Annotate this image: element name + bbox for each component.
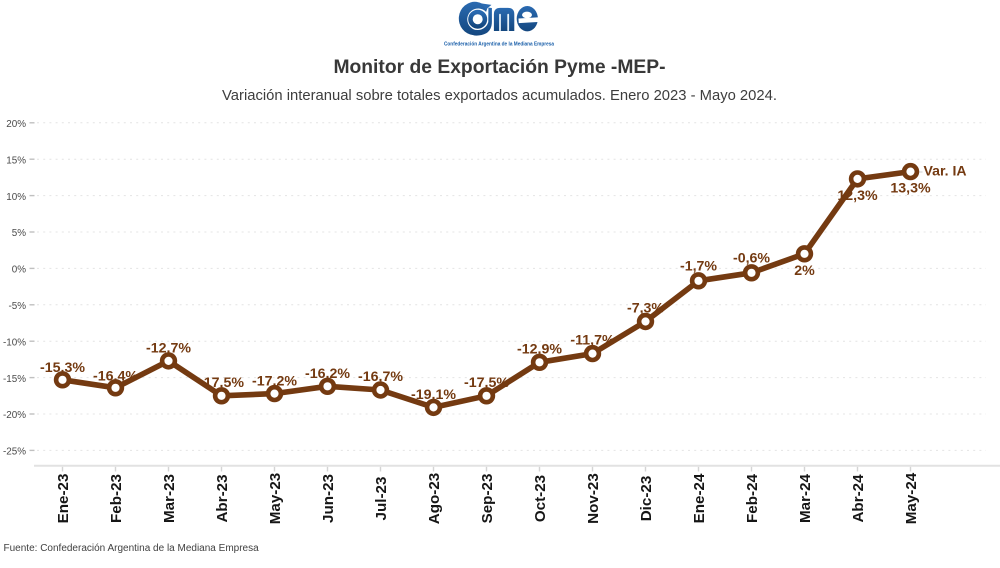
svg-text:Dic-23: Dic-23 (638, 476, 655, 522)
svg-text:Jun-23: Jun-23 (320, 474, 337, 523)
svg-text:Var. IA: Var. IA (924, 163, 967, 179)
svg-text:Ago-23: Ago-23 (426, 473, 443, 524)
svg-text:Ene-24: Ene-24 (691, 473, 708, 523)
svg-text:-16,7%: -16,7% (358, 369, 403, 385)
svg-text:-17,5%: -17,5% (464, 375, 509, 391)
svg-text:Monitor de Exportación Pyme -M: Monitor de Exportación Pyme -MEP- (333, 57, 665, 78)
svg-text:-5%: -5% (8, 301, 26, 312)
svg-text:-12,9%: -12,9% (517, 342, 562, 358)
svg-text:5%: 5% (12, 228, 26, 239)
svg-text:13,3%: 13,3% (890, 181, 931, 197)
svg-text:-7,3%: -7,3% (627, 301, 664, 317)
svg-text:Feb-23: Feb-23 (108, 474, 125, 523)
svg-text:May-23: May-23 (267, 473, 284, 525)
svg-text:Sep-23: Sep-23 (479, 474, 496, 524)
svg-text:Ene-23: Ene-23 (55, 474, 72, 524)
svg-text:0%: 0% (12, 265, 26, 276)
svg-text:10%: 10% (6, 192, 26, 203)
svg-text:-16,2%: -16,2% (305, 366, 350, 382)
svg-text:2%: 2% (794, 263, 815, 279)
svg-text:-20%: -20% (3, 410, 26, 421)
svg-text:-10%: -10% (3, 337, 26, 348)
svg-text:-17,2%: -17,2% (252, 374, 297, 390)
svg-text:Abr-24: Abr-24 (850, 474, 867, 523)
svg-text:-16,4%: -16,4% (93, 369, 138, 385)
svg-text:-0,6%: -0,6% (733, 251, 770, 267)
svg-text:15%: 15% (6, 155, 26, 166)
svg-text:-12,7%: -12,7% (146, 341, 191, 357)
svg-text:12,3%: 12,3% (837, 188, 878, 204)
svg-text:-15,3%: -15,3% (40, 360, 85, 376)
svg-text:May-24: May-24 (903, 472, 920, 524)
svg-text:-15%: -15% (3, 374, 26, 385)
svg-text:-19,1%: -19,1% (411, 387, 456, 403)
svg-text:Confederación Argentina de la: Confederación Argentina de la Mediana Em… (444, 42, 554, 48)
svg-text:Variación interanual sobre tot: Variación interanual sobre totales expor… (222, 88, 777, 104)
svg-text:Feb-24: Feb-24 (744, 473, 761, 523)
svg-text:20%: 20% (6, 119, 26, 130)
svg-text:-1,7%: -1,7% (680, 259, 717, 275)
svg-text:Jul-23: Jul-23 (373, 477, 390, 521)
svg-text:Mar-24: Mar-24 (797, 473, 814, 523)
svg-text:Fuente: Confederación Argentin: Fuente: Confederación Argentina de la Me… (4, 543, 260, 554)
svg-text:-17,5%: -17,5% (199, 375, 244, 391)
svg-text:Nov-23: Nov-23 (585, 473, 602, 524)
svg-text:Mar-23: Mar-23 (161, 474, 178, 523)
svg-text:-11,7%: -11,7% (570, 332, 615, 348)
svg-text:-25%: -25% (3, 447, 26, 458)
svg-text:Oct-23: Oct-23 (532, 475, 549, 522)
svg-text:Abr-23: Abr-23 (214, 474, 231, 522)
